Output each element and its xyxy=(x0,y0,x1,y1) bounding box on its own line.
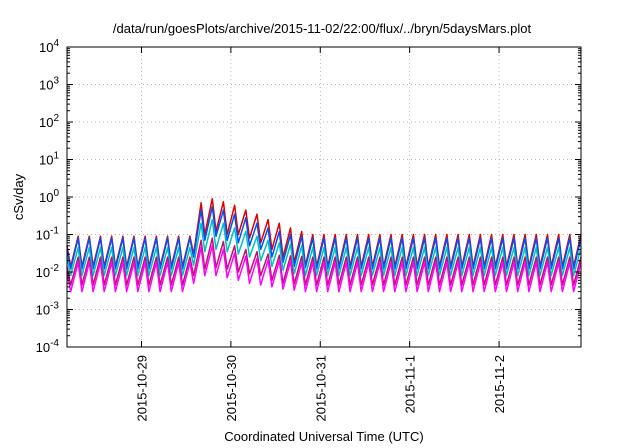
series-line-3 xyxy=(66,218,582,277)
y-axis-label: cSv/day xyxy=(11,173,26,220)
y-tick-label: 104 xyxy=(39,38,59,55)
series-line-2 xyxy=(66,205,582,270)
chart-title: /data/run/goesPlots/archive/2015-11-02/2… xyxy=(113,21,532,36)
y-tick-label: 10-2 xyxy=(36,263,60,280)
x-tick-labels: 2015-10-29 2015-10-30 2015-10-31 2015-11-1 2… xyxy=(134,355,507,422)
series-line-5 xyxy=(66,245,582,293)
y-tick-label: 102 xyxy=(39,113,59,130)
series-line-4 xyxy=(66,237,582,286)
y-tick-label: 103 xyxy=(39,76,59,93)
x-tick-label: 2015-11-2 xyxy=(492,355,507,413)
y-tick-label: 10-3 xyxy=(36,301,60,318)
y-tick-label: 100 xyxy=(39,188,59,205)
grid-lines xyxy=(67,47,581,347)
y-tick-label: 10-1 xyxy=(36,226,60,243)
y-tick-label: 10-4 xyxy=(36,338,60,355)
y-tick-labels: 10-4 10-3 10-2 10-1 100 101 102 103 104 xyxy=(36,38,60,355)
y-tick-label: 101 xyxy=(39,151,59,168)
series-lines xyxy=(66,197,582,293)
axis-ticks xyxy=(67,46,581,348)
x-tick-label: 2015-11-1 xyxy=(403,355,418,413)
x-tick-label: 2015-10-29 xyxy=(134,355,149,422)
x-axis-label: Coordinated Universal Time (UTC) xyxy=(224,429,423,444)
x-tick-label: 2015-10-30 xyxy=(224,355,239,422)
x-tick-label: 2015-10-31 xyxy=(313,355,328,422)
